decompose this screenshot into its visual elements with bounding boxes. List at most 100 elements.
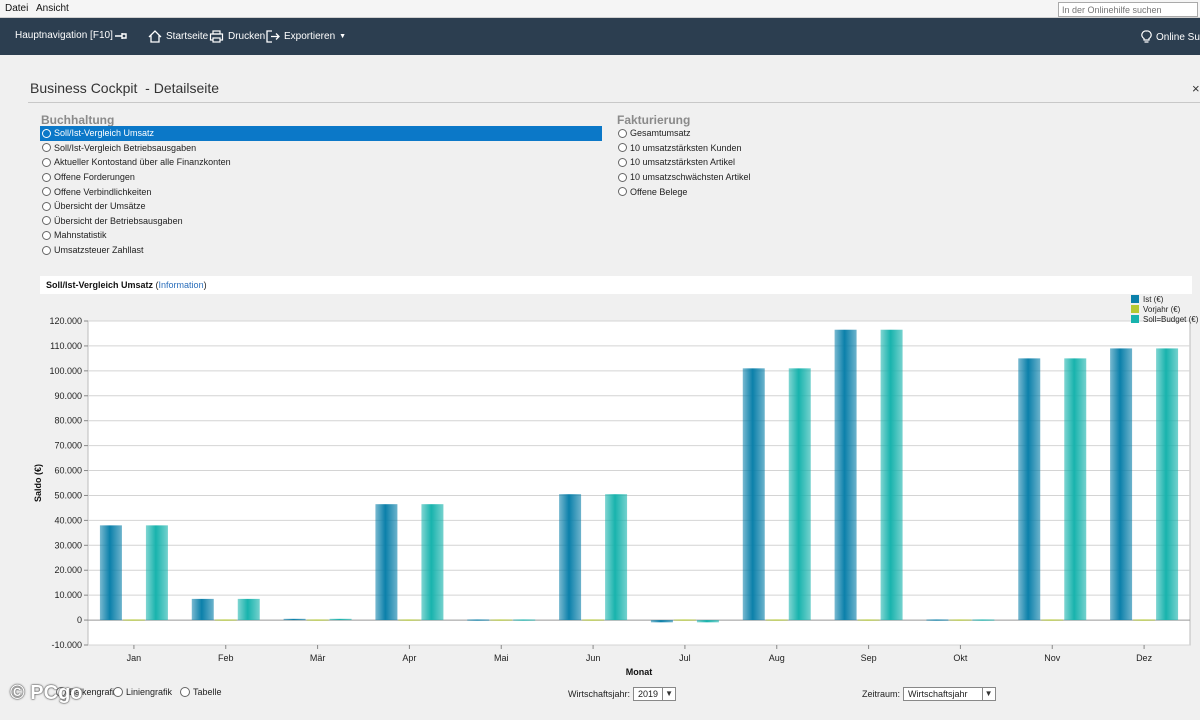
radio-button[interactable] [618,128,627,138]
view-bar-chart-option[interactable]: Balkengrafik [56,687,119,697]
x-tick-label: Feb [218,653,234,663]
buchhaltung-option-label: Offene Forderungen [54,172,135,183]
online-support-label: Online Sup [1156,31,1200,43]
bar-Vorjahr (€) [949,619,972,621]
fakturierung-option[interactable]: 10 umsatzstärksten Kunden [616,141,916,156]
home-button[interactable]: Startseite [148,30,208,43]
umsatz-bar-chart: -10.000 0 10.000 20.000 30.000 40.000 50.000 60… [33,295,1199,677]
table-radio[interactable] [180,687,190,697]
x-tick-label: Jan [127,653,142,663]
x-tick-label: Jun [586,653,601,663]
radio-button[interactable] [42,216,51,226]
plot-area [87,320,1191,646]
buchhaltung-option[interactable]: Soll/Ist-Vergleich Umsatz [40,126,602,141]
radio-button[interactable] [618,143,627,153]
buchhaltung-option[interactable]: Offene Forderungen [40,170,602,185]
radio-button[interactable] [42,157,51,167]
buchhaltung-options: Soll/Ist-Vergleich Umsatz Soll/Ist-Vergle… [40,126,602,257]
x-tick-label: Aug [769,653,785,663]
bar-Vorjahr (€) [582,619,605,621]
y-tick-label: 10.000 [54,590,82,600]
radio-button[interactable] [618,187,627,197]
bar-Ist (€) [283,618,306,621]
close-button[interactable]: × [1192,81,1200,96]
bar-Ist (€) [559,494,582,621]
radio-button[interactable] [42,172,51,182]
buchhaltung-option[interactable]: Offene Verbindlichkeiten [40,184,602,199]
bar-Soll=Budget (€) [788,368,811,621]
fakturierung-option[interactable]: 10 umsatzschwächsten Artikel [616,170,916,185]
view-line-chart-option[interactable]: Liniengrafik [113,687,172,697]
menubar: Datei Ansicht [0,0,1200,18]
fakturierung-option-label: 10 umsatzstärksten Artikel [630,157,736,168]
buchhaltung-option[interactable]: Mahnstatistik [40,228,602,243]
bar-Ist (€) [191,598,214,621]
buchhaltung-option[interactable]: Umsatzsteuer Zahllast [40,243,602,258]
bar-Ist (€) [742,368,765,621]
content-panel: Business Cockpit - Detailseite × Buchhal… [0,55,1200,720]
y-axis-title: Saldo (€) [33,464,43,502]
bar-Soll=Budget (€) [513,619,536,621]
bar-Soll=Budget (€) [880,329,903,621]
buchhaltung-option[interactable]: Übersicht der Betriebsausgaben [40,214,602,229]
y-tick-label: 0 [77,615,82,625]
buchhaltung-option[interactable]: Soll/Ist-Vergleich Betriebsausgaben [40,141,602,156]
bar-Soll=Budget (€) [1064,358,1087,621]
bar-chart-radio[interactable] [56,687,66,697]
menu-file[interactable]: Datei [5,3,29,14]
pin-button[interactable] [114,30,128,42]
bar-Soll=Budget (€) [145,525,168,621]
fakturierung-option[interactable]: Gesamtumsatz [616,126,916,141]
y-tick-label: 100.000 [49,366,82,376]
buchhaltung-option-label: Offene Verbindlichkeiten [54,186,152,197]
y-tick-label: 120.000 [49,316,82,326]
buchhaltung-option[interactable]: Aktueller Kontostand über alle Finanzkon… [40,155,602,170]
legend-swatch [1131,305,1139,313]
bar-Vorjahr (€) [1041,619,1064,621]
online-support-button[interactable]: Online Sup [1141,30,1200,44]
x-tick-label: Jul [679,653,691,663]
y-tick-label: 90.000 [54,391,82,401]
y-tick-label: 50.000 [54,490,82,500]
y-tick-label: 70.000 [54,441,82,451]
bar-Vorjahr (€) [857,619,880,621]
line-chart-radio[interactable] [113,687,123,697]
bar-Soll=Budget (€) [605,494,628,621]
print-button[interactable]: Drucken [209,30,265,43]
radio-button[interactable] [42,128,51,138]
view-table-option[interactable]: Tabelle [180,687,222,697]
buchhaltung-option[interactable]: Übersicht der Umsätze [40,199,602,214]
main-navigation-button[interactable]: Hauptnavigation [F10] [15,30,113,41]
help-search-input[interactable] [1058,2,1198,17]
radio-button[interactable] [618,157,627,167]
bar-Vorjahr (€) [1133,619,1156,621]
buchhaltung-title: Buchhaltung [41,113,115,127]
fiscal-year-select[interactable]: 2019 ▼ [633,687,677,701]
buchhaltung-option-label: Soll/Ist-Vergleich Betriebsausgaben [54,142,197,153]
radio-button[interactable] [42,201,51,211]
bar-Soll=Budget (€) [237,598,260,621]
bar-Vorjahr (€) [398,619,421,621]
radio-button[interactable] [42,230,51,240]
chart-section-close-paren: ) [203,280,207,290]
fakturierung-option[interactable]: Offene Belege [616,184,916,199]
radio-button[interactable] [618,172,627,182]
bar-Vorjahr (€) [490,619,513,621]
period-select[interactable]: Wirtschaftsjahr ▼ [903,687,996,701]
x-tick-label: Apr [402,653,416,663]
radio-button[interactable] [42,245,51,255]
y-tick-label: 40.000 [54,515,82,525]
bar-Ist (€) [375,504,398,621]
bar-Ist (€) [467,619,490,621]
bar-Vorjahr (€) [214,619,237,621]
fakturierung-options: Gesamtumsatz 10 umsatzstärksten Kunden 10 … [616,126,916,199]
export-button[interactable]: Exportieren ▼ [266,30,346,43]
radio-button[interactable] [42,187,51,197]
fakturierung-option-label: 10 umsatzschwächsten Artikel [630,172,751,183]
bar-Soll=Budget (€) [1156,348,1179,621]
menu-view[interactable]: Ansicht [36,3,69,14]
information-link[interactable]: Information [158,280,204,290]
radio-button[interactable] [42,143,51,153]
fakturierung-option[interactable]: 10 umsatzstärksten Artikel [616,155,916,170]
title-divider [28,102,1200,103]
